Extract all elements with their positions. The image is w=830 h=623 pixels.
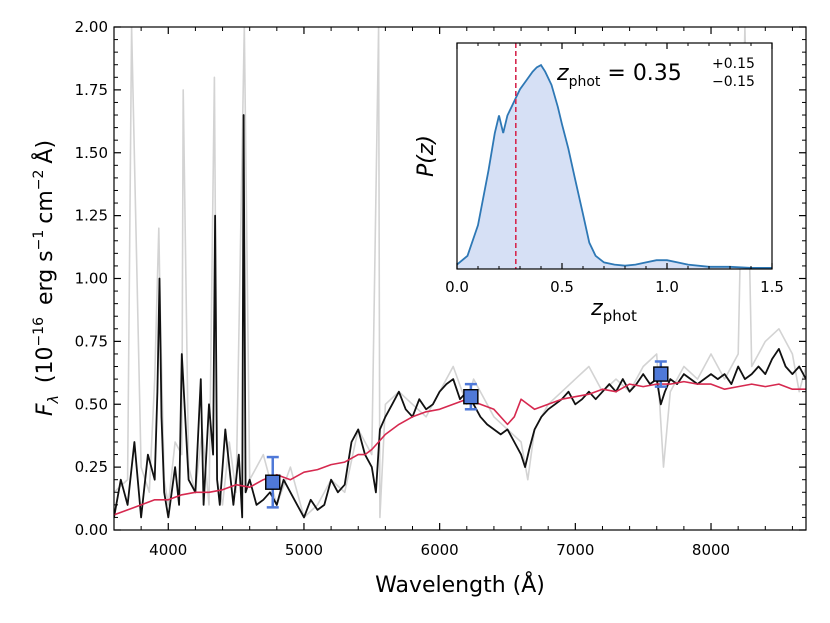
y-tick-label: 2.00 xyxy=(75,18,108,36)
pdf-fill xyxy=(457,65,772,269)
y-axis-label: Fλ (10−16 erg s−1 cm−2 Å) xyxy=(31,140,62,416)
photometry-point-0 xyxy=(265,455,281,509)
inset-y-label: P(z) xyxy=(414,135,439,177)
photometry-points xyxy=(265,360,669,509)
annotation-eq: = xyxy=(600,61,632,86)
inset-x-tick-label: 0.0 xyxy=(445,278,469,296)
x-tick-label: 5000 xyxy=(285,541,323,559)
y-label-exp2: −1 xyxy=(31,230,47,251)
inset-annotation: zphot = 0.35 xyxy=(556,61,682,90)
y-tick-label: 0.25 xyxy=(75,458,108,476)
inset-x-label-sub: phot xyxy=(603,307,637,325)
inset-pdf-series xyxy=(457,43,772,269)
x-tick-label: 7000 xyxy=(556,541,594,559)
annotation-minus: −0.15 xyxy=(712,74,755,90)
y-label-exp: −16 xyxy=(31,317,47,347)
photometry-marker xyxy=(265,474,281,490)
pdf-line xyxy=(457,63,772,269)
y-label-unit3: Å) xyxy=(31,140,58,164)
y-label-pre: (10 xyxy=(33,347,58,384)
series-raw-spectrum xyxy=(114,27,806,519)
y-label-sub: λ xyxy=(46,395,62,404)
inset-x-label: zphot xyxy=(590,296,637,325)
series-model xyxy=(114,380,806,516)
inset-frame xyxy=(456,42,773,270)
y-tick-label: 0.00 xyxy=(75,521,108,539)
y-tick-label: 1.50 xyxy=(75,144,108,162)
annotation-sub: phot xyxy=(569,74,601,90)
x-tick-label: 6000 xyxy=(421,541,459,559)
y-label-unit2: cm xyxy=(33,190,58,224)
y-tick-label: 1.25 xyxy=(75,207,108,225)
annotation-plus: +0.15 xyxy=(712,56,755,72)
y-label-unit1: erg s xyxy=(33,250,58,305)
x-tick-label: 8000 xyxy=(692,541,730,559)
y-label-exp3: −2 xyxy=(31,170,47,191)
inset-x-tick-label: 1.5 xyxy=(760,278,784,296)
y-tick-label: 0.50 xyxy=(75,395,108,413)
y-tick-label: 1.75 xyxy=(75,81,108,99)
x-tick-label: 4000 xyxy=(149,541,187,559)
photometry-point-2 xyxy=(653,360,669,388)
photometry-marker xyxy=(463,389,479,405)
annotation-value: 0.35 xyxy=(633,61,682,86)
main-axis-ticks: 4000 5000 6000 7000 80000.000.250.500.751.00… xyxy=(75,18,806,559)
y-tick-label: 1.00 xyxy=(75,270,108,288)
inset-x-tick-label: 1.0 xyxy=(655,278,679,296)
inset-x-label-sym: z xyxy=(590,296,603,321)
photometry-marker xyxy=(653,366,669,382)
inset-axis-ticks: 0.0 0.5 1.0 1.5 xyxy=(445,43,784,296)
inset-x-tick-label: 0.5 xyxy=(550,278,574,296)
y-tick-label: 0.75 xyxy=(75,332,108,350)
y-label-sym: F xyxy=(33,403,58,416)
photometry-point-1 xyxy=(463,382,479,411)
x-axis-label: Wavelength (Å) xyxy=(375,571,545,598)
annotation-sym: z xyxy=(556,61,569,86)
